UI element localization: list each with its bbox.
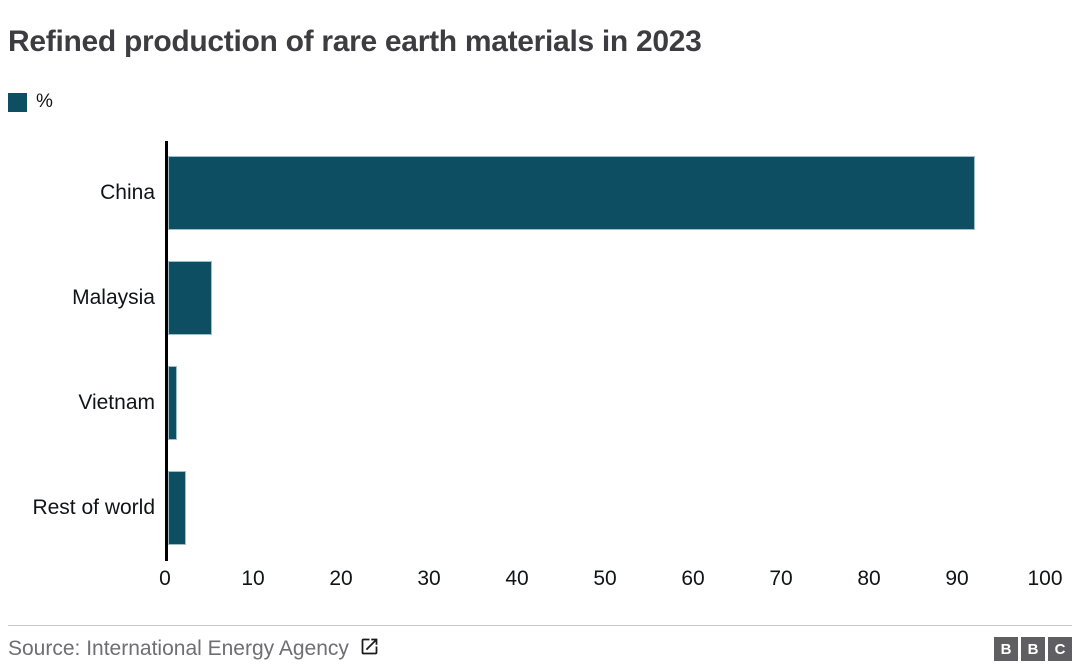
plot-area <box>165 140 1045 561</box>
bar-china <box>168 156 975 230</box>
category-label: Rest of world <box>32 496 155 519</box>
x-tick-label: 30 <box>417 566 441 590</box>
x-tick-label: 80 <box>857 566 881 590</box>
x-tick-label: 90 <box>945 566 969 590</box>
category-label: China <box>100 181 155 204</box>
bar-track <box>168 456 1045 561</box>
x-tick-label: 40 <box>505 566 529 590</box>
bar-vietnam <box>168 366 177 440</box>
legend-label: % <box>36 91 53 112</box>
external-link-icon[interactable] <box>359 636 380 663</box>
footer-divider <box>8 625 1072 626</box>
x-tick-label: 20 <box>329 566 353 590</box>
bbc-logo-block: B <box>1021 637 1045 661</box>
bar-track <box>168 141 1045 246</box>
category-label: Malaysia <box>72 286 155 309</box>
bar-chart: China Malaysia Vietnam Rest of world <box>8 140 1072 561</box>
source-text: Source: International Energy Agency <box>8 637 349 660</box>
category-labels: China Malaysia Vietnam Rest of world <box>8 141 165 561</box>
bar-track <box>168 351 1045 456</box>
x-tick-label: 60 <box>681 566 705 590</box>
source-line: Source: International Energy Agency <box>8 636 380 663</box>
chart-title: Refined production of rare earth materia… <box>8 25 702 58</box>
legend-swatch <box>8 92 27 112</box>
x-tick-label: 70 <box>769 566 793 590</box>
x-axis: 0 10 20 30 40 50 60 70 80 90 100 <box>159 563 1062 593</box>
bar-track <box>168 246 1045 351</box>
x-tick-label: 100 <box>1027 566 1063 590</box>
x-tick-label: 0 <box>159 566 171 590</box>
x-tick-label: 10 <box>241 566 265 590</box>
category-label: Vietnam <box>78 391 155 414</box>
bar-rest-of-world <box>168 471 186 545</box>
bbc-logo-block: B <box>994 637 1018 661</box>
legend: % <box>8 91 1072 112</box>
x-tick-label: 50 <box>593 566 617 590</box>
bar-malaysia <box>168 261 212 335</box>
bbc-logo-block: C <box>1048 637 1072 661</box>
